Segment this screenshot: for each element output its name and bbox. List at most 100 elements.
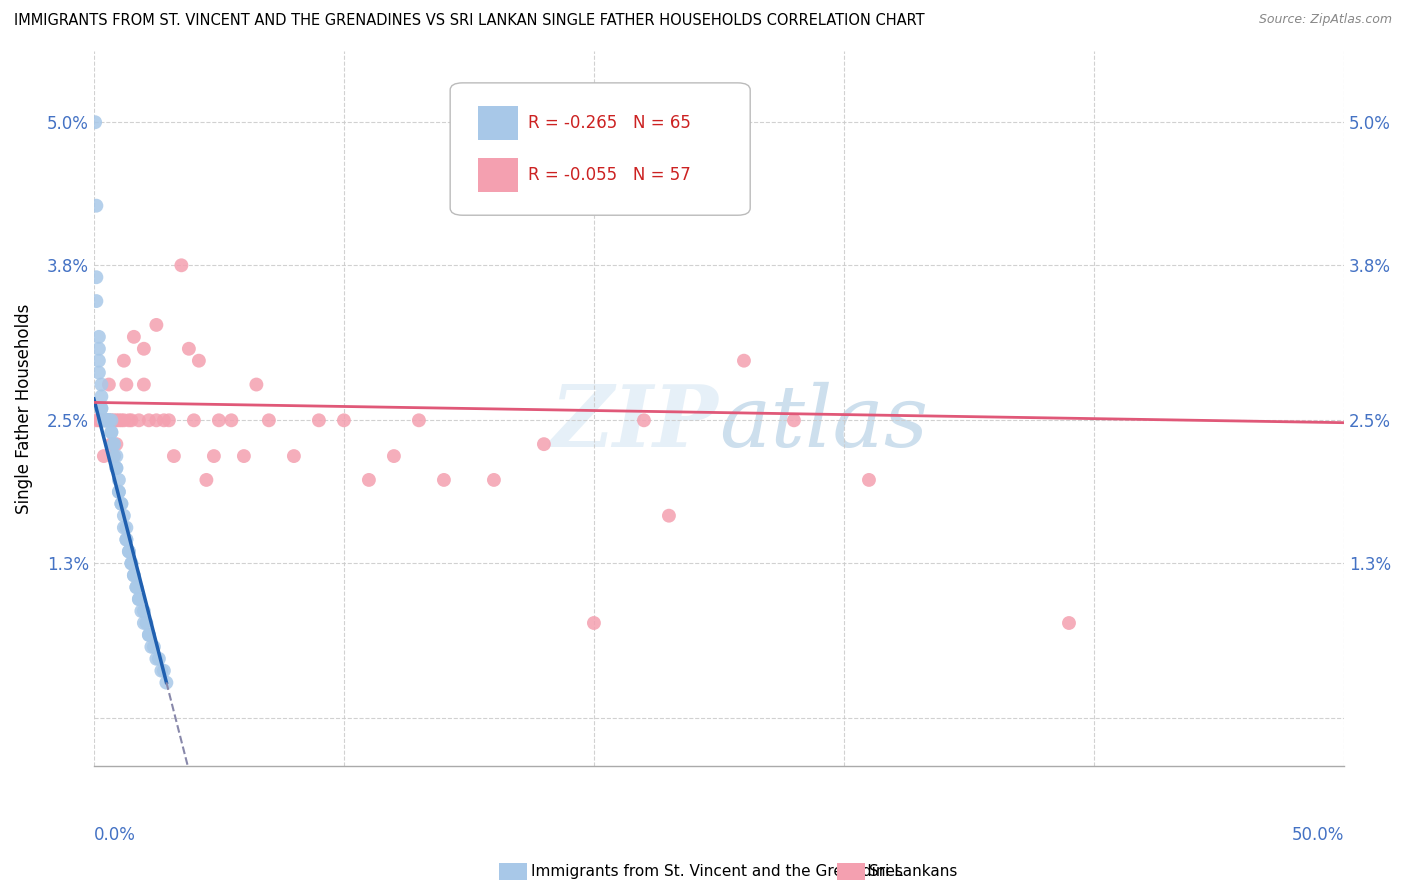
Point xyxy=(96,413,118,427)
Point xyxy=(145,413,167,427)
Point xyxy=(132,604,155,618)
Point xyxy=(148,652,170,666)
Point xyxy=(100,413,122,427)
Point xyxy=(93,413,115,427)
Point xyxy=(208,413,231,427)
Point xyxy=(93,413,115,427)
Point xyxy=(128,592,150,607)
Point xyxy=(187,353,209,368)
Point xyxy=(97,413,120,427)
Point xyxy=(90,377,112,392)
Point xyxy=(858,473,880,487)
Point xyxy=(122,330,145,344)
Point xyxy=(103,449,125,463)
Point xyxy=(87,413,110,427)
Point xyxy=(100,413,122,427)
Point xyxy=(87,366,110,380)
Point xyxy=(86,270,108,285)
Point xyxy=(163,449,186,463)
Point xyxy=(90,389,112,403)
Point xyxy=(96,413,118,427)
Text: atlas: atlas xyxy=(718,382,928,464)
Point xyxy=(115,533,138,547)
Text: Source: ZipAtlas.com: Source: ZipAtlas.com xyxy=(1258,13,1392,27)
Point xyxy=(108,473,131,487)
Point xyxy=(141,640,163,654)
Point xyxy=(533,437,555,451)
Point xyxy=(308,413,330,427)
Point xyxy=(408,413,430,427)
Point xyxy=(153,664,176,678)
Point xyxy=(103,437,125,451)
Point xyxy=(357,473,380,487)
Point xyxy=(122,568,145,582)
Point xyxy=(87,342,110,356)
Point xyxy=(118,544,141,558)
Point xyxy=(155,675,177,690)
Point xyxy=(132,342,155,356)
Point xyxy=(112,520,135,534)
Point xyxy=(633,413,655,427)
Point xyxy=(96,413,118,427)
Point xyxy=(105,461,128,475)
Point xyxy=(86,199,108,213)
Point xyxy=(110,413,132,427)
Point xyxy=(93,413,115,427)
Point xyxy=(118,544,141,558)
Text: R = -0.055   N = 57: R = -0.055 N = 57 xyxy=(527,166,690,184)
Point xyxy=(202,449,225,463)
Point xyxy=(150,664,173,678)
Point xyxy=(382,449,405,463)
Point xyxy=(145,318,167,332)
Point xyxy=(257,413,280,427)
Point xyxy=(658,508,681,523)
Point xyxy=(112,353,135,368)
Point xyxy=(482,473,505,487)
Point xyxy=(93,413,115,427)
Point xyxy=(105,437,128,451)
Point xyxy=(90,401,112,416)
Point xyxy=(177,342,200,356)
Point xyxy=(783,413,806,427)
Point xyxy=(232,449,254,463)
Point xyxy=(115,533,138,547)
Point xyxy=(103,413,125,427)
Point xyxy=(97,413,120,427)
FancyBboxPatch shape xyxy=(478,106,517,140)
Point xyxy=(112,508,135,523)
Text: ZIP: ZIP xyxy=(551,381,718,465)
Point xyxy=(283,449,305,463)
Point xyxy=(120,557,142,571)
Point xyxy=(103,449,125,463)
Point xyxy=(93,449,115,463)
Text: 50.0%: 50.0% xyxy=(1292,826,1344,844)
FancyBboxPatch shape xyxy=(450,83,751,215)
Point xyxy=(108,484,131,499)
Point xyxy=(86,294,108,309)
Point xyxy=(108,484,131,499)
FancyBboxPatch shape xyxy=(478,158,517,193)
Point xyxy=(138,628,160,642)
Point xyxy=(138,628,160,642)
Text: 0.0%: 0.0% xyxy=(94,826,136,844)
Point xyxy=(110,497,132,511)
Point xyxy=(96,413,118,427)
Point xyxy=(108,413,131,427)
Point xyxy=(120,413,142,427)
Point xyxy=(135,615,157,630)
Point xyxy=(131,604,153,618)
Point xyxy=(112,413,135,427)
Text: Sri Lankans: Sri Lankans xyxy=(869,864,957,879)
Point xyxy=(132,615,155,630)
Point xyxy=(1057,615,1080,630)
Point xyxy=(333,413,356,427)
Point xyxy=(86,413,108,427)
Point xyxy=(138,413,160,427)
Point xyxy=(128,413,150,427)
Point xyxy=(183,413,205,427)
Point xyxy=(100,425,122,440)
Point xyxy=(96,413,118,427)
Text: IMMIGRANTS FROM ST. VINCENT AND THE GRENADINES VS SRI LANKAN SINGLE FATHER HOUSE: IMMIGRANTS FROM ST. VINCENT AND THE GREN… xyxy=(14,13,925,29)
Point xyxy=(97,413,120,427)
Point xyxy=(115,377,138,392)
